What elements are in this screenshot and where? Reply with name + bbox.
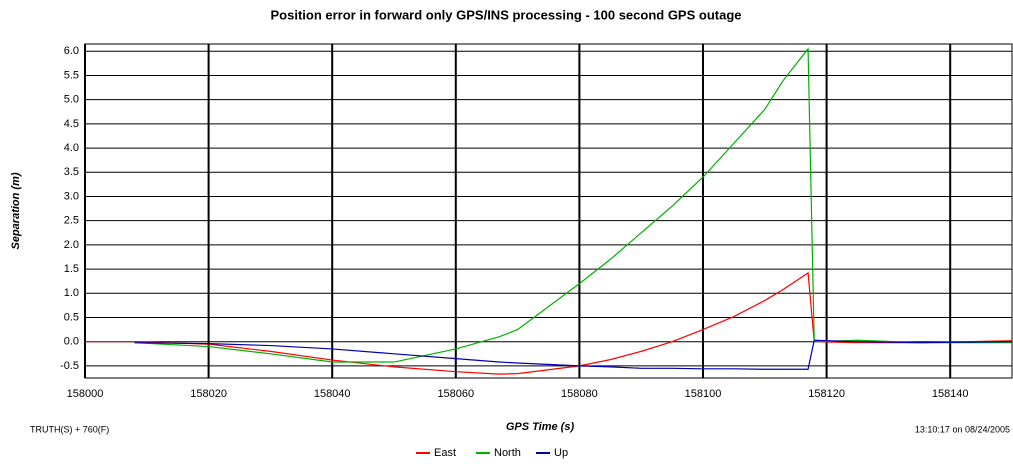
footnote-left: TRUTH(S) + 760(F) bbox=[30, 424, 109, 434]
y-axis-label: Separation (m) bbox=[10, 172, 22, 249]
legend-label: East bbox=[434, 447, 456, 459]
y-tick-label: 0.5 bbox=[64, 311, 79, 323]
legend-label: Up bbox=[554, 447, 568, 459]
x-tick-label: 158000 bbox=[67, 388, 104, 400]
y-tick-label: 3.5 bbox=[64, 166, 79, 178]
series-line bbox=[85, 271, 1013, 375]
y-tick-label: 2.0 bbox=[64, 239, 79, 251]
y-tick-label: 2.5 bbox=[64, 215, 79, 227]
y-tick-label: 4.5 bbox=[64, 118, 79, 130]
series-line bbox=[134, 339, 1013, 370]
series-line bbox=[134, 47, 1012, 363]
legend-label: North bbox=[494, 447, 521, 459]
y-tick-label: 6.0 bbox=[64, 45, 79, 57]
y-tick-label: 5.0 bbox=[64, 94, 79, 106]
y-tick-label: 1.5 bbox=[64, 263, 79, 275]
y-tick-label: 4.0 bbox=[64, 142, 79, 154]
plot-area bbox=[84, 43, 1013, 379]
footnote-right: 13:10:17 on 08/24/2005 bbox=[915, 424, 1010, 434]
y-tick-label: 0.0 bbox=[64, 336, 79, 348]
x-tick-label: 158080 bbox=[561, 388, 598, 400]
x-tick-label: 158020 bbox=[190, 388, 227, 400]
x-tick-label: 158120 bbox=[808, 388, 845, 400]
y-tick-label: 5.5 bbox=[64, 69, 79, 81]
y-tick-label: 3.0 bbox=[64, 190, 79, 202]
chart-title: Position error in forward only GPS/INS p… bbox=[271, 7, 742, 22]
x-tick-label: 158040 bbox=[314, 388, 351, 400]
y-tick-label: -0.5 bbox=[60, 360, 79, 372]
x-tick-label: 158100 bbox=[685, 388, 722, 400]
x-axis-label: GPS Time (s) bbox=[506, 421, 575, 433]
x-tick-label: 158140 bbox=[932, 388, 969, 400]
y-tick-label: 1.0 bbox=[64, 287, 79, 299]
x-tick-label: 158060 bbox=[437, 388, 474, 400]
